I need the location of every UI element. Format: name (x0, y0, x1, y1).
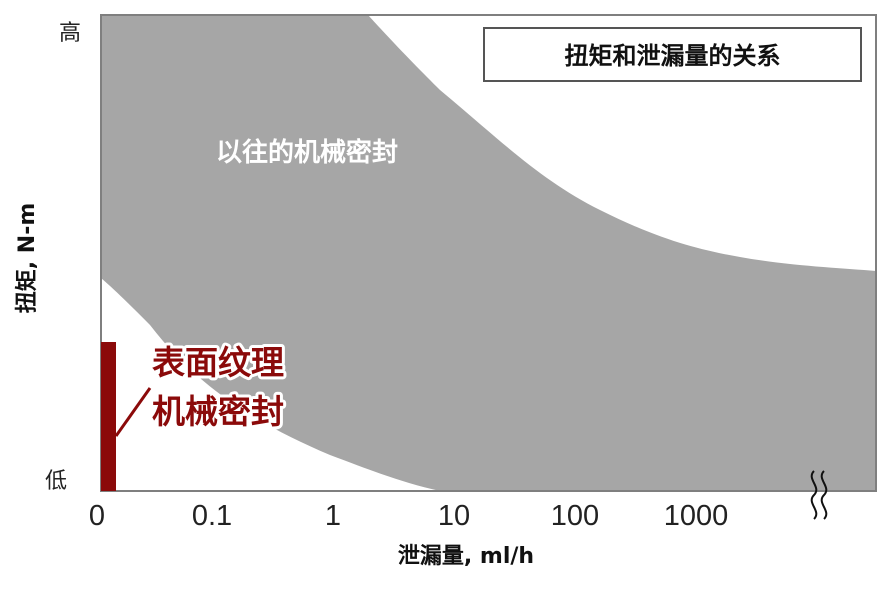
x-tick-label: 0 (89, 500, 105, 532)
x-tick-label: 100 (551, 500, 599, 532)
texture-seal-label-line1: 表面纹理 (152, 343, 284, 382)
x-axis-label: 泄漏量, ml/h (398, 543, 534, 569)
y-axis-label: 扭矩, N-m (14, 203, 40, 313)
plot-frame (100, 14, 877, 492)
x-tick-label: 0.1 (192, 500, 232, 532)
chart-title: 扭矩和泄漏量的关系 (565, 42, 781, 70)
conventional-seal-region (101, 15, 876, 491)
axis-break-icon (810, 470, 828, 520)
y-low-label: 低 (45, 469, 67, 494)
y-high-label: 高 (59, 21, 81, 46)
x-tick-labels: 0 0.1 1 10 100 1000 (89, 500, 728, 532)
texture-seal-label-line2: 机械密封 (152, 392, 284, 431)
texture-seal-pointer (114, 387, 152, 437)
x-tick-label: 10 (438, 500, 470, 532)
conventional-seal-label: 以往的机械密封 (216, 137, 398, 168)
x-tick-label: 1000 (664, 500, 729, 532)
title-box (483, 27, 862, 82)
texture-seal-bar (101, 342, 116, 491)
x-tick-label: 1 (325, 500, 341, 532)
